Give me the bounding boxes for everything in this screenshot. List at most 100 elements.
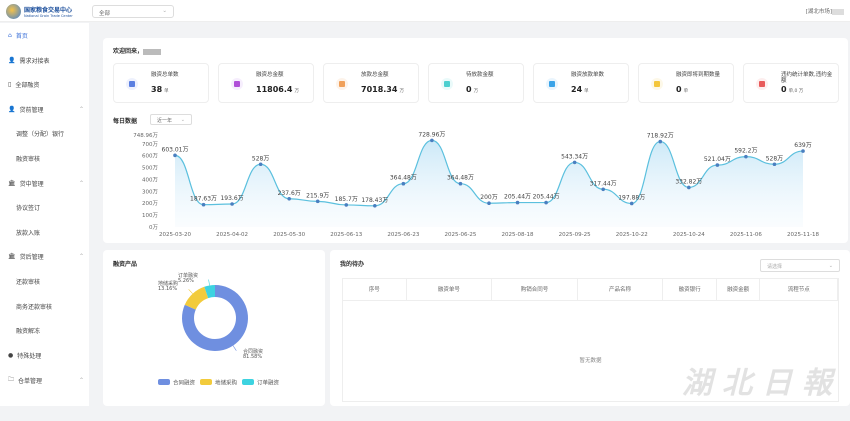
- sidebar-item[interactable]: 放款入账: [16, 228, 92, 237]
- user-info[interactable]: [湖北市场]: [806, 7, 844, 15]
- legend-label[interactable]: 合同融资: [173, 379, 196, 387]
- sidebar-item-label: 还款审核: [16, 279, 41, 286]
- data-label: 317.44万: [590, 180, 617, 187]
- data-point[interactable]: [173, 153, 177, 158]
- data-point[interactable]: [544, 200, 548, 205]
- data-point[interactable]: [373, 203, 377, 208]
- data-point[interactable]: [201, 202, 206, 207]
- todo-title: 我的待办: [340, 261, 365, 268]
- stat-icon: [756, 78, 768, 90]
- x-tick-label: 2025-10-22: [616, 232, 648, 238]
- legend-label[interactable]: 订单融资: [257, 379, 280, 387]
- data-point[interactable]: [230, 202, 234, 206]
- data-point[interactable]: [601, 187, 605, 192]
- user-icon: 👤: [8, 56, 16, 64]
- sidebar-item[interactable]: 融资审核: [16, 154, 92, 163]
- sidebar-item-label: 商务还款审核: [16, 303, 53, 311]
- sidebar-item[interactable]: 🏛 贷中管理 ⌃: [8, 179, 84, 188]
- sidebar-item[interactable]: 🏛 贷后管理 ⌃: [8, 252, 84, 261]
- sidebar-item[interactable]: 商务还款审核: [16, 302, 92, 311]
- logo[interactable]: 国家粮食交易中心 National Grain Trade Center: [6, 4, 73, 19]
- stat-card: 融资总单数 38 单: [113, 63, 209, 103]
- data-label: 592.2万: [734, 148, 757, 155]
- todo-filter-select[interactable]: 请选择 ⌄: [760, 259, 840, 272]
- stat-number: 0: [781, 85, 787, 94]
- sidebar-item[interactable]: 还款审核: [16, 277, 92, 286]
- column-header: 购销合同号: [492, 279, 578, 300]
- data-point[interactable]: [772, 162, 777, 167]
- table-header: 序号 融资单号 购销合同号 产品名称 融资银行 融资金额 流程节点: [343, 279, 839, 301]
- stat-label: 融资总金额: [256, 72, 284, 78]
- data-point[interactable]: [258, 162, 263, 167]
- data-point[interactable]: [658, 139, 663, 144]
- todo-panel: 我的待办 请选择 ⌄ 序号 融资单号 购销合同号 产品名称 融资银行 融资金额 流程节点 暂无…: [330, 250, 850, 406]
- data-point[interactable]: [344, 203, 349, 207]
- stat-icon: [546, 78, 558, 90]
- pin-icon: ●: [8, 351, 14, 359]
- sidebar-item[interactable]: 👤 贷前管理 ⌃: [8, 105, 84, 114]
- data-point[interactable]: [315, 199, 320, 204]
- stat-icon: [231, 78, 243, 90]
- user-name-redacted: [832, 8, 844, 15]
- data-point[interactable]: [401, 181, 406, 186]
- range-select[interactable]: 近一年 ⌄: [150, 114, 192, 125]
- watermark-logo: 湖北日報: [682, 366, 842, 401]
- data-point[interactable]: [458, 181, 463, 186]
- stat-unit: 单,0 万: [788, 89, 804, 94]
- legend-label[interactable]: 地储采购: [215, 379, 238, 387]
- stat-icon: [441, 78, 453, 90]
- sidebar-item[interactable]: ● 特殊处理: [8, 351, 84, 360]
- doc-icon: ▯: [8, 81, 12, 89]
- data-point[interactable]: [801, 149, 805, 153]
- sidebar-item-label: 调整（分配）银行: [16, 131, 65, 139]
- daily-data-title: 每日数据: [113, 118, 138, 125]
- data-label: 205.44万: [533, 194, 560, 201]
- stat-unit: 万: [294, 89, 299, 94]
- data-label: 639万: [794, 142, 811, 149]
- product-panel: 融资产品 合同融资 81.58% 地储采购 13.16% 订单融资 5.26% 合同融资 地储…: [103, 250, 325, 406]
- data-point[interactable]: [287, 196, 291, 201]
- stat-number: 11806.4: [256, 85, 293, 94]
- pie-slice[interactable]: [184, 286, 209, 310]
- sidebar-item-label: 需求对接表: [19, 57, 50, 65]
- data-label: 197.88万: [618, 194, 645, 201]
- sidebar-item[interactable]: 🗀 仓单管理 ⌃: [8, 375, 84, 385]
- pie-slice[interactable]: [182, 285, 248, 351]
- sidebar-item[interactable]: ▯ 全部融资: [8, 80, 84, 89]
- sidebar-item-label: 贷中管理: [19, 180, 44, 188]
- y-tick-label: 748.96万: [133, 132, 158, 139]
- logo-title: 国家粮食交易中心: [24, 7, 73, 14]
- empty-text: 暂无数据: [579, 358, 602, 364]
- data-point[interactable]: [629, 201, 634, 206]
- data-point[interactable]: [430, 138, 434, 143]
- column-header: 流程节点: [760, 279, 839, 300]
- sidebar-item[interactable]: 协议签订: [16, 203, 92, 212]
- stat-unit: 单: [683, 89, 689, 94]
- sidebar-item[interactable]: 调整（分配）银行: [16, 129, 92, 138]
- data-point[interactable]: [687, 185, 691, 190]
- logo-subtitle: National Grain Trade Center: [24, 14, 73, 18]
- legend-swatch[interactable]: [158, 379, 170, 385]
- pie-slice[interactable]: [204, 285, 215, 299]
- data-point[interactable]: [515, 200, 520, 205]
- chevron-up-icon: ⌃: [78, 105, 84, 113]
- data-point[interactable]: [487, 201, 491, 206]
- data-point[interactable]: [715, 163, 720, 167]
- sidebar-item[interactable]: ⌂ 首页: [8, 31, 84, 40]
- area-fill: [175, 140, 803, 227]
- sidebar-item[interactable]: 👤 需求对接表: [8, 56, 84, 65]
- data-point[interactable]: [572, 160, 577, 165]
- y-tick-label: 0万: [149, 224, 158, 231]
- stat-value: 24 单: [571, 85, 589, 94]
- data-label: 187.63万: [190, 196, 217, 203]
- legend-swatch[interactable]: [242, 379, 254, 385]
- data-point[interactable]: [744, 154, 748, 159]
- x-tick-label: 2025-05-30: [273, 232, 305, 238]
- x-tick-label: 2025-06-25: [444, 232, 476, 238]
- legend-swatch[interactable]: [200, 379, 212, 385]
- y-tick-label: 200万: [142, 200, 158, 207]
- market-select[interactable]: 全部 ⌄: [92, 5, 174, 18]
- stat-unit: 万: [399, 89, 404, 94]
- sidebar-item[interactable]: 融资解冻: [16, 326, 92, 335]
